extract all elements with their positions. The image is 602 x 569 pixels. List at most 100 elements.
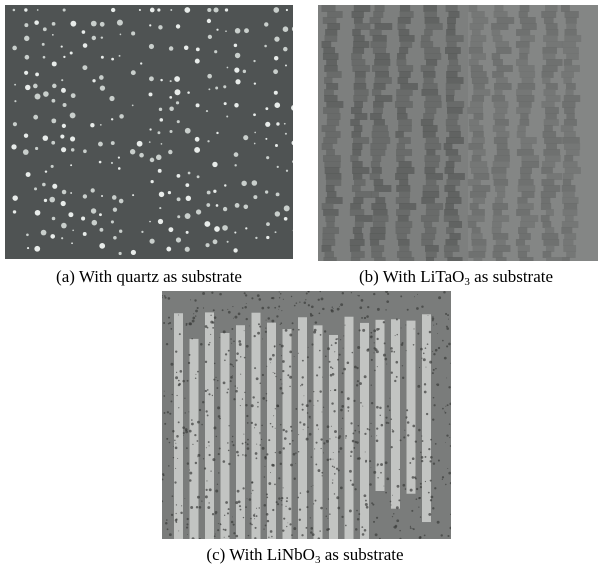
blotch — [324, 77, 332, 84]
speckle — [201, 424, 203, 426]
blotch — [372, 131, 389, 138]
speckle — [326, 440, 329, 443]
speckle — [425, 456, 427, 458]
dot — [60, 134, 64, 138]
speckle — [380, 472, 382, 474]
speckle — [218, 415, 221, 418]
speckle — [286, 500, 288, 502]
speckle — [421, 460, 423, 462]
speckle — [259, 326, 261, 328]
speckle — [432, 372, 434, 374]
speckle — [317, 400, 319, 402]
speckle — [243, 434, 244, 435]
speckle — [170, 363, 173, 366]
speckle — [215, 533, 216, 534]
speckle — [350, 422, 352, 424]
dot — [234, 152, 239, 157]
speckle — [333, 410, 335, 412]
blotch — [352, 65, 369, 72]
blotch — [325, 251, 334, 258]
speckle — [252, 396, 254, 398]
speckle — [187, 380, 189, 382]
speckle — [417, 385, 420, 388]
speckle — [231, 343, 232, 344]
blotch — [400, 5, 410, 12]
speckle — [301, 403, 303, 405]
speckle — [358, 295, 360, 297]
speckle — [205, 390, 207, 392]
speckle — [190, 506, 193, 509]
speckle — [391, 505, 392, 506]
speckle — [247, 439, 249, 441]
speckle — [281, 310, 282, 311]
speckle — [354, 488, 356, 490]
dot — [254, 132, 256, 134]
speckle — [228, 311, 231, 314]
dot — [273, 7, 279, 13]
speckle — [428, 315, 429, 316]
blotch — [447, 23, 455, 30]
dot — [222, 225, 228, 231]
speckle — [224, 529, 226, 531]
speckle — [367, 428, 369, 430]
speckle — [212, 513, 214, 515]
dot — [149, 44, 154, 49]
speckle — [275, 376, 276, 377]
speckle — [406, 409, 408, 411]
speckle — [427, 343, 429, 345]
blotch — [374, 59, 390, 66]
dot — [224, 102, 227, 105]
blotch — [352, 185, 361, 192]
speckle — [212, 395, 213, 396]
blotch — [447, 41, 457, 48]
speckle — [302, 376, 304, 378]
speckle — [333, 459, 334, 460]
speckle — [186, 527, 188, 529]
speckle — [298, 329, 300, 331]
blotch — [396, 95, 409, 102]
dot — [176, 24, 180, 28]
dot — [72, 230, 74, 232]
blotch — [353, 47, 364, 54]
speckle — [407, 421, 410, 424]
speckle — [291, 534, 293, 536]
speckle — [197, 371, 199, 373]
speckle — [213, 379, 215, 381]
speckle — [396, 519, 399, 522]
speckle — [322, 377, 323, 378]
speckle — [288, 508, 291, 511]
blotch — [398, 119, 412, 126]
speckle — [164, 297, 166, 299]
dot — [158, 25, 162, 29]
dot — [243, 70, 246, 73]
speckle — [376, 406, 379, 409]
speckle — [329, 438, 330, 439]
speckle — [308, 347, 309, 348]
speckle — [194, 434, 196, 436]
dot — [253, 113, 256, 116]
speckle — [233, 340, 235, 342]
speckle — [446, 326, 448, 328]
dot — [254, 82, 256, 84]
figure-page: (a) With quartz as substrate (b) With Li… — [0, 0, 602, 569]
speckle — [315, 463, 317, 465]
speckle — [230, 380, 232, 382]
dot — [235, 28, 241, 34]
speckle — [327, 518, 328, 519]
dot — [276, 122, 279, 125]
speckle — [244, 292, 246, 294]
speckle — [314, 448, 315, 449]
speckle — [166, 519, 168, 521]
dot — [42, 43, 45, 46]
dot — [25, 55, 30, 60]
speckle — [307, 412, 309, 414]
dot — [24, 36, 29, 41]
speckle — [370, 332, 372, 334]
dot — [159, 192, 164, 197]
dot — [156, 155, 162, 161]
speckle — [233, 532, 235, 534]
dot — [111, 141, 115, 145]
speckle — [294, 356, 295, 357]
speckle — [280, 463, 282, 465]
blotch — [446, 149, 459, 156]
